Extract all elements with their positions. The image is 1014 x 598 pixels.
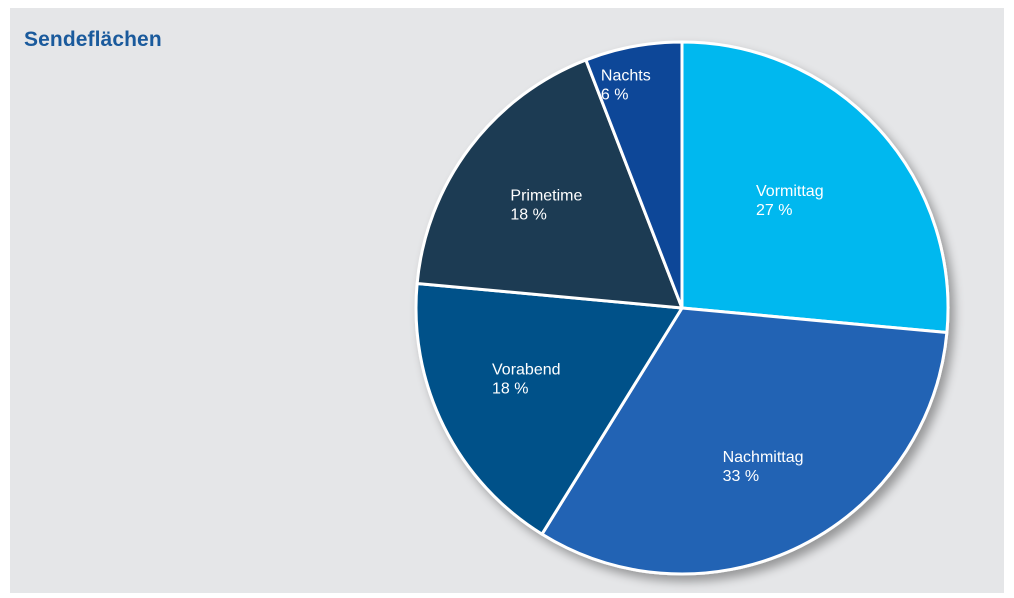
slice-label-vormittag: Vormittag (756, 183, 824, 200)
slice-label-primetime: Primetime (510, 188, 582, 205)
pie-slices (414, 40, 950, 576)
slice-value-vormittag: 27 % (756, 202, 792, 219)
slice-label-nachts: Nachts (601, 67, 651, 84)
slice-value-nachmittag: 33 % (723, 468, 759, 485)
slice-value-primetime: 18 % (510, 207, 546, 224)
pie-slice-vorabend (414, 281, 684, 536)
pie-slice-nachmittag (540, 306, 949, 576)
pie-labels: Vormittag 27 % Nachmittag 33 % Vorabend 18 % P… (492, 67, 824, 485)
slice-label-vorabend: Vorabend (492, 362, 561, 379)
pie-slice-vormittag (680, 40, 950, 335)
slice-value-nachts: 6 % (601, 86, 629, 103)
chart-title: Sendeflächen (24, 28, 162, 51)
slice-value-vorabend: 18 % (492, 381, 528, 398)
pie-slice-primetime (415, 58, 684, 310)
slice-label-nachmittag: Nachmittag (723, 449, 804, 466)
pie-slice-nachts (584, 40, 684, 310)
